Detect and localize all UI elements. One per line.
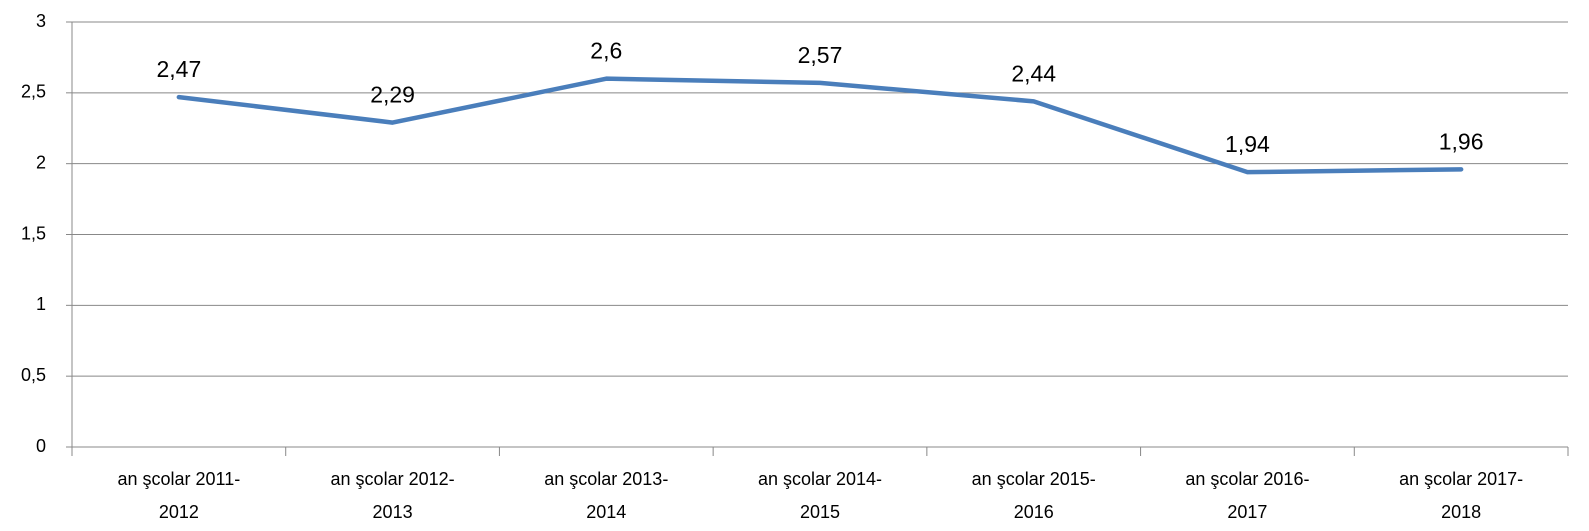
x-tick-label-line: an şcolar 2014- (758, 469, 882, 489)
x-tick-label-line: 2016 (1014, 502, 1054, 522)
x-tick-label-line: an şcolar 2017- (1399, 469, 1523, 489)
data-label: 1,96 (1439, 128, 1484, 154)
data-label: 1,94 (1225, 131, 1270, 157)
y-tick-label: 0 (36, 436, 46, 456)
data-label: 2,57 (798, 42, 843, 68)
x-tick-label-line: an şcolar 2012- (331, 469, 455, 489)
x-tick-label-line: an şcolar 2016- (1185, 469, 1309, 489)
x-tick-label-line: 2015 (800, 502, 840, 522)
data-label: 2,29 (370, 82, 415, 108)
line (176, 76, 1464, 175)
x-tick-label-line: an şcolar 2011- (117, 469, 240, 489)
y-tick-label: 2 (36, 152, 46, 172)
y-tick-label: 2,5 (21, 82, 46, 102)
x-tick-label: an şcolar 2016- 2017 (1185, 469, 1309, 522)
y-tick-label: 1 (36, 294, 46, 314)
data-label: 2,6 (590, 38, 622, 64)
data-label: 2,47 (156, 56, 201, 82)
x-tick-label-line: 2013 (373, 502, 413, 522)
x-tick-label-line: 2014 (586, 502, 626, 522)
x-tick-label: an şcolar 2017- 2018 (1399, 469, 1523, 522)
x-tick-label: an şcolar 2013- 2014 (544, 469, 668, 522)
x-tick-label-line: 2012 (159, 502, 199, 522)
x-tick-label: an şcolar 2012- 2013 (331, 469, 455, 522)
y-tick-label: 0,5 (21, 365, 46, 385)
data-label: 2,44 (1011, 60, 1056, 86)
x-tick-label-line: 2018 (1441, 502, 1481, 522)
x-tick-label-line: an şcolar 2013- (544, 469, 668, 489)
x-tick-label-line: an şcolar 2015- (972, 469, 1096, 489)
y-tick-label: 1,5 (21, 223, 46, 243)
x-tick-label: an şcolar 2011- 2012 (117, 469, 240, 522)
y-tick-label: 3 (36, 11, 46, 31)
x-tick-label: an şcolar 2015- 2016 (972, 469, 1096, 522)
x-tick-label-line: 2017 (1227, 502, 1267, 522)
x-tick-label: an şcolar 2014- 2015 (758, 469, 882, 522)
